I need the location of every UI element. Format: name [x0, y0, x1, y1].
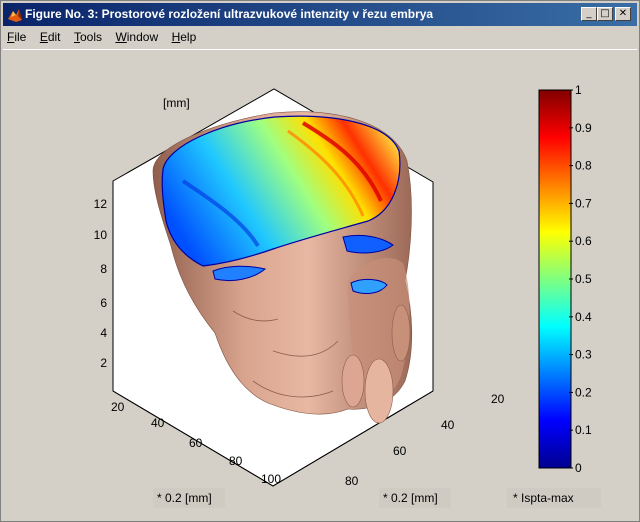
colorbar-ticks: 0 0.1 0.2 0.3 0.4 0.5 0.6 0.7 0.8 0.9 1: [569, 83, 592, 475]
menu-window-hotkey: W: [115, 30, 127, 44]
x-axis-label: * 0.2 [mm]: [157, 491, 212, 505]
x-tick-label: 20: [111, 400, 125, 414]
colorbar-tick-label: 0.9: [575, 121, 592, 135]
minimize-icon: _: [586, 8, 592, 19]
z-label-box: [155, 93, 205, 111]
menu-separator: [3, 49, 637, 50]
menu-window-label: indow: [126, 30, 159, 44]
z-ticks: 2 4 6 8 10 12: [94, 197, 108, 370]
maximize-icon: □: [600, 8, 610, 19]
menu-file-hotkey: F: [7, 30, 15, 44]
menu-tools[interactable]: Tools: [70, 28, 107, 44]
menu-help[interactable]: Help: [168, 28, 202, 44]
x-axis-line: [112, 390, 274, 487]
y-tick-label: 80: [345, 474, 359, 488]
x-tick-label: 60: [189, 436, 203, 450]
z-tick-label: 4: [100, 326, 107, 340]
menu-bar: File Edit Tools Window Help: [3, 28, 637, 48]
colorbar-label: * Ispta-max: [513, 491, 574, 505]
colorbar-tick-label: 1: [575, 83, 582, 97]
menu-file-label: ile: [14, 30, 27, 44]
colorbar: [538, 89, 572, 469]
menu-edit-label: dit: [47, 30, 61, 44]
y-tick-label: 60: [393, 444, 407, 458]
colorbar-tick-label: 0.8: [575, 159, 592, 173]
minimize-button[interactable]: _: [581, 7, 597, 21]
menu-edit-hotkey: E: [39, 30, 48, 44]
y-tick-label: 40: [441, 418, 455, 432]
colorbar-tick-label: 0.5: [575, 272, 592, 286]
colorbar-tick-label: 0.1: [575, 423, 592, 437]
x-tick-label: 100: [261, 472, 281, 486]
menu-help-label: elp: [180, 30, 197, 44]
x-tick-label: 80: [229, 454, 243, 468]
menu-window[interactable]: Window: [111, 28, 163, 44]
close-icon: ✕: [618, 8, 628, 19]
colorbar-label-box: [507, 488, 601, 508]
z-axis-label: [mm]: [163, 96, 190, 110]
colorbar-tick-label: 0: [575, 461, 582, 475]
colorbar-tick-label: 0.3: [575, 348, 592, 362]
figure-canvas[interactable]: [mm] 2 4 6 8 10 12 20 40 60 80 100 20 40…: [3, 51, 637, 519]
menu-file[interactable]: File: [3, 28, 31, 44]
x-ticks: 20 40 60 80 100: [111, 400, 281, 486]
z-tick-label: 12: [94, 197, 108, 211]
colorbar-tick-label: 0.7: [575, 196, 592, 210]
y-ticks: 20 40 60 80: [345, 392, 505, 488]
close-button[interactable]: ✕: [615, 7, 631, 21]
matlab-logo-icon: [8, 9, 22, 22]
y-axis-line: [272, 390, 434, 487]
colorbar-tick-label: 0.4: [575, 310, 592, 324]
z-tick-label: 10: [94, 228, 108, 242]
menu-edit[interactable]: Edit: [36, 28, 66, 44]
window-title: Figure No. 3: Prostorové rozložení ultra…: [25, 7, 434, 21]
x-label-box: [153, 488, 225, 508]
colorbar-tick-label: 0.6: [575, 234, 592, 248]
title-bar[interactable]: Figure No. 3: Prostorové rozložení ultra…: [3, 3, 637, 26]
z-tick-label: 6: [100, 296, 107, 310]
menu-tools-hotkey: T: [73, 30, 80, 44]
menu-tools-label: ools: [79, 30, 102, 44]
z-tick-label: 8: [100, 262, 107, 276]
y-axis-label: * 0.2 [mm]: [383, 491, 438, 505]
menu-help-hotkey: H: [171, 30, 181, 44]
y-tick-label: 20: [491, 392, 505, 406]
maximize-button[interactable]: □: [597, 7, 613, 21]
embryo-surface: [152, 111, 413, 424]
x-tick-label: 40: [151, 416, 165, 430]
y-label-box: [379, 488, 451, 508]
z-tick-label: 2: [100, 356, 107, 370]
colorbar-tick-label: 0.2: [575, 385, 592, 399]
